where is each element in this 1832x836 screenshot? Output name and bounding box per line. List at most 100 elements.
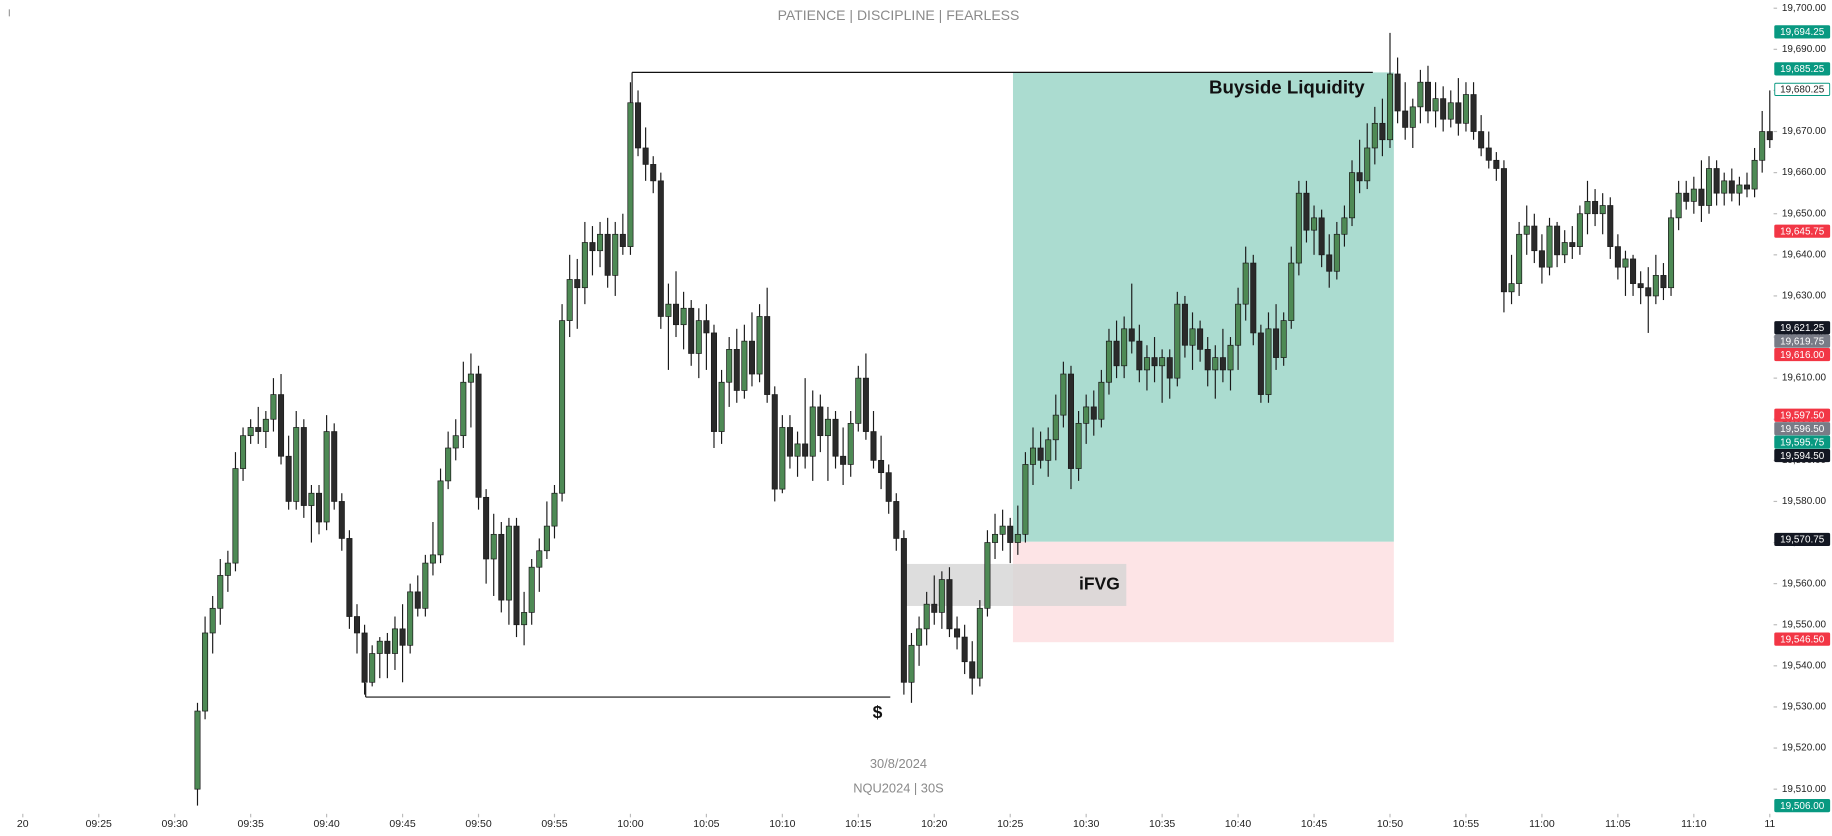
price-tag bbox=[1774, 334, 1831, 348]
candle-body bbox=[1706, 168, 1713, 206]
candle-body bbox=[1265, 328, 1272, 395]
candle-body bbox=[1561, 242, 1568, 256]
candle-body bbox=[1257, 332, 1264, 395]
candle-body bbox=[331, 431, 338, 502]
candle-body bbox=[391, 628, 398, 654]
price-tag-label: 19,685.25 bbox=[1780, 64, 1825, 75]
y-tick-label: 19,690.00 bbox=[1782, 44, 1827, 55]
candle-body bbox=[1630, 258, 1637, 284]
candle-body bbox=[824, 418, 831, 437]
x-tick-label: 09:25 bbox=[86, 818, 112, 830]
x-tick-label: 10:00 bbox=[617, 818, 643, 830]
candle-body bbox=[748, 340, 755, 375]
x-tick-label: 10:25 bbox=[997, 818, 1023, 830]
candle-body bbox=[597, 233, 604, 252]
candle-body bbox=[513, 525, 520, 626]
candle-body bbox=[1386, 73, 1394, 141]
x-tick-label: 10:30 bbox=[1073, 818, 1099, 830]
price-tag-label: 19,616.00 bbox=[1780, 350, 1825, 361]
candle-body bbox=[543, 525, 550, 552]
candle-body bbox=[1159, 357, 1166, 367]
candle-body bbox=[1698, 188, 1705, 206]
candle-body bbox=[1174, 303, 1181, 379]
candle-body bbox=[452, 435, 459, 449]
candle-body bbox=[1052, 414, 1059, 441]
price-tag bbox=[1774, 224, 1831, 238]
y-tick-label: 19,550.00 bbox=[1782, 619, 1827, 630]
candle-body bbox=[1759, 131, 1766, 161]
axes: 20 09:25 09:30 09:35 09:40 09:45 09:50 09:55 10:… bbox=[17, 3, 1831, 830]
price-tag-label: 19,596.50 bbox=[1780, 424, 1825, 435]
candle-body bbox=[771, 394, 778, 490]
candle-body bbox=[505, 525, 512, 601]
candles bbox=[194, 32, 1773, 806]
candle-body bbox=[1766, 131, 1773, 141]
candle-body bbox=[1546, 225, 1553, 268]
candle-body bbox=[855, 377, 862, 424]
candle-body bbox=[1090, 406, 1097, 420]
candle-body bbox=[429, 554, 436, 564]
candle-body bbox=[931, 603, 938, 613]
candle-body bbox=[437, 480, 444, 556]
candle-body bbox=[1212, 357, 1219, 371]
candle-body bbox=[445, 447, 452, 482]
candle-body bbox=[1067, 373, 1074, 469]
candle-body bbox=[710, 332, 717, 432]
zone-label: Buyside Liquidity bbox=[1209, 77, 1365, 98]
candle-body bbox=[665, 303, 672, 317]
candle-body bbox=[407, 591, 414, 646]
candle-body bbox=[1394, 73, 1401, 112]
candle-body bbox=[1652, 275, 1659, 297]
y-tick-label: 19,530.00 bbox=[1782, 702, 1827, 713]
y-tick-label: 19,520.00 bbox=[1782, 743, 1827, 754]
candle-body bbox=[1341, 217, 1348, 235]
candle-body bbox=[1409, 106, 1416, 128]
price-tag-label: 19,645.75 bbox=[1780, 226, 1825, 237]
candle-body bbox=[574, 279, 581, 289]
y-tick-label: 19,630.00 bbox=[1782, 291, 1827, 302]
candle-body bbox=[1508, 283, 1515, 293]
price-tag bbox=[1774, 25, 1831, 39]
watermark-date: 30/8/2024 bbox=[870, 756, 927, 771]
candle-body bbox=[786, 427, 793, 457]
candle-body bbox=[1523, 225, 1530, 235]
candle-body bbox=[756, 316, 763, 375]
candle-body bbox=[1333, 233, 1340, 272]
candle-body bbox=[1455, 102, 1462, 124]
candle-body bbox=[1007, 525, 1014, 543]
x-tick-label: 09:40 bbox=[313, 818, 339, 830]
candle-body bbox=[536, 550, 543, 568]
candle-body bbox=[194, 710, 201, 790]
candle-body bbox=[832, 418, 839, 457]
candle-body bbox=[490, 533, 497, 560]
candle-body bbox=[726, 349, 733, 383]
price-tag bbox=[1774, 62, 1831, 76]
candle-body bbox=[369, 653, 376, 683]
candle-body bbox=[551, 492, 558, 527]
y-tick-label: 19,700.00 bbox=[1782, 3, 1827, 14]
candle-body bbox=[559, 320, 566, 494]
price-tag-label: 19,546.50 bbox=[1780, 634, 1825, 645]
candle-body bbox=[1554, 225, 1561, 256]
candle-body bbox=[1637, 283, 1644, 289]
candle-body bbox=[270, 394, 277, 420]
candle-body bbox=[984, 542, 991, 609]
candle-body bbox=[862, 377, 869, 432]
price-tag bbox=[1774, 408, 1831, 422]
price-tag-label: 19,594.50 bbox=[1780, 451, 1825, 462]
candle-body bbox=[650, 164, 657, 182]
price-tag bbox=[1774, 448, 1831, 463]
candle-body bbox=[893, 501, 900, 539]
price-tag-label: 19,506.00 bbox=[1780, 801, 1825, 812]
candle-body bbox=[566, 279, 573, 321]
target-zone bbox=[1012, 72, 1394, 542]
candle-body bbox=[946, 579, 953, 630]
price-tag bbox=[1774, 321, 1831, 335]
candle-body bbox=[1113, 340, 1120, 367]
candle-body bbox=[1599, 205, 1606, 215]
candle-body bbox=[1219, 357, 1226, 371]
candle-body bbox=[528, 566, 535, 613]
x-tick-label: 11:10 bbox=[1681, 818, 1707, 830]
candle-body bbox=[1500, 168, 1507, 293]
